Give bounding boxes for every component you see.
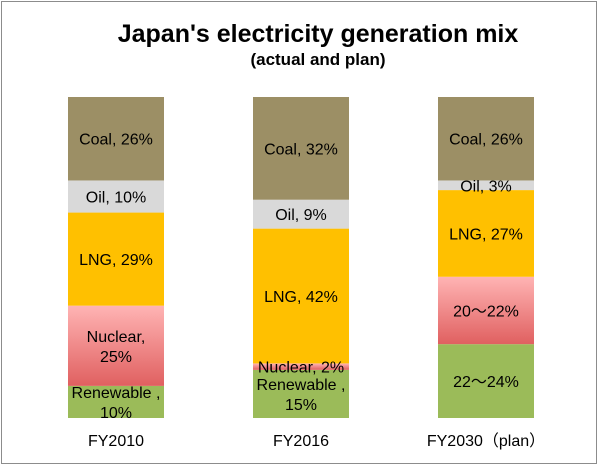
- label-coal-2: Coal, 32%: [264, 141, 338, 158]
- label-lng-1: LNG, 29%: [79, 252, 153, 269]
- bar-nuclear-3: [438, 276, 534, 345]
- bar-nuclear-1: [68, 305, 164, 386]
- label-lng-2: LNG, 42%: [264, 289, 338, 306]
- bar-lng-2: [253, 228, 349, 364]
- label-nuclear-1: Nuclear, 25%: [87, 329, 146, 366]
- chart-title: Japan's electricity generation mix: [117, 20, 519, 48]
- bar-oil-3: [438, 180, 534, 191]
- bar-renewable-3: [438, 344, 534, 418]
- bar-lng-1: [68, 212, 164, 306]
- bar-coal-1: [68, 97, 164, 181]
- label-coal-1: Coal, 26%: [79, 132, 153, 149]
- label-nuclear-2: Nuclear, 2%: [258, 360, 344, 377]
- label-coal-3: Coal, 26%: [449, 132, 523, 149]
- bar-renewable-2: [253, 369, 349, 418]
- label-oil-2: Oil, 9%: [275, 207, 327, 224]
- label-renewable-1: Renewable , 10%: [72, 385, 161, 422]
- bar-oil-1: [68, 180, 164, 213]
- label-lng-3: LNG, 27%: [449, 226, 523, 243]
- chart-subtitle: (actual and plan): [250, 50, 386, 69]
- label-renewable-2: Renewable , 15%: [257, 377, 346, 414]
- label-nuclear-3: 20～22%: [453, 303, 519, 320]
- bar-nuclear-2: [253, 363, 349, 370]
- x-tick-label-3: FY2030（plan）: [427, 432, 545, 450]
- label-oil-1: Oil, 10%: [86, 190, 146, 207]
- x-tick-label-1: FY2010: [88, 433, 144, 450]
- bar-oil-2: [253, 199, 349, 229]
- x-tick-label-2: FY2016: [273, 433, 329, 450]
- bar-lng-3: [438, 190, 534, 277]
- bar-renewable-1: [68, 385, 164, 418]
- label-oil-3: Oil, 3%: [460, 178, 512, 195]
- label-renewable-3: 22～24%: [453, 374, 519, 391]
- bar-coal-3: [438, 97, 534, 181]
- bar-coal-2: [253, 97, 349, 200]
